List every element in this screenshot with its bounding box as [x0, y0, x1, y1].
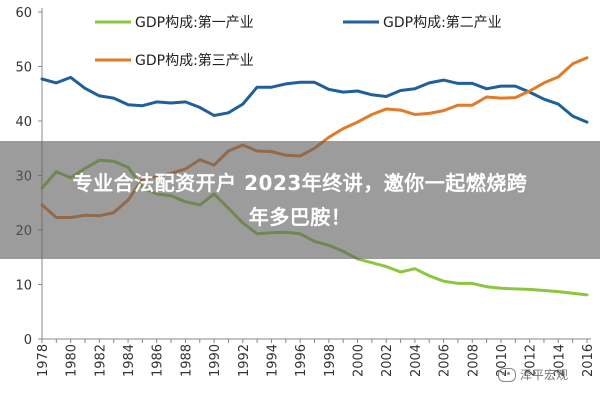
watermark-text: 泽平宏观 [520, 368, 569, 382]
banner-text-line2: 年多巴胺！ [248, 205, 352, 229]
legend-label-1: GDP构成:第一产业 [135, 14, 254, 31]
x-tick-label: 2000 [352, 344, 367, 377]
x-tick-label: 2002 [380, 344, 395, 377]
x-tick-label: 2008 [466, 344, 481, 377]
promo-banner[interactable]: 专业合法配资开户 2023年终讲，邀你一起燃烧跨 年多巴胺！ [0, 141, 600, 259]
x-tick-label: 1990 [208, 344, 223, 377]
x-tick-label: 1998 [323, 344, 338, 377]
x-tick-label: 2006 [438, 344, 453, 377]
legend: GDP构成:第一产业 GDP构成:第二产业 GDP构成:第三产业 [95, 14, 502, 69]
banner-text-line1: 专业合法配资开户 2023年终讲，邀你一起燃烧跨 [72, 171, 528, 195]
x-tick-label: 2010 [495, 344, 510, 377]
x-tick-label: 1986 [151, 344, 166, 377]
legend-label-2: GDP构成:第二产业 [383, 14, 502, 31]
x-tick-label: 1996 [294, 344, 309, 377]
y-tick-label: 60 [15, 6, 32, 21]
y-tick-label: 10 [15, 279, 32, 294]
x-tick-label: 1988 [179, 344, 194, 377]
x-tick-label: 2014 [552, 344, 567, 377]
x-tick-label: 2016 [581, 344, 596, 377]
y-tick-label: 40 [15, 115, 32, 130]
series-line-2 [40, 75, 589, 124]
x-tick-label: 1978 [36, 344, 51, 377]
x-tick-label: 1992 [237, 344, 252, 377]
x-tick-label: 1984 [122, 344, 137, 377]
x-tick-label: 1980 [65, 344, 80, 377]
watermark: 泽平宏观 [498, 366, 568, 383]
legend-label-3: GDP构成:第三产业 [135, 52, 254, 69]
x-tick-label: 2012 [524, 344, 539, 377]
x-tick-label: 2004 [409, 344, 424, 377]
x-axis: 1978 1980 1982 1984 1986 1988 1990 1992 1994 1996… [36, 338, 596, 377]
wechat-icon [498, 367, 516, 382]
y-tick-label: 0 [24, 333, 32, 348]
y-tick-label: 50 [15, 61, 32, 76]
x-tick-label: 1982 [93, 344, 108, 377]
x-tick-label: 1994 [265, 344, 280, 377]
